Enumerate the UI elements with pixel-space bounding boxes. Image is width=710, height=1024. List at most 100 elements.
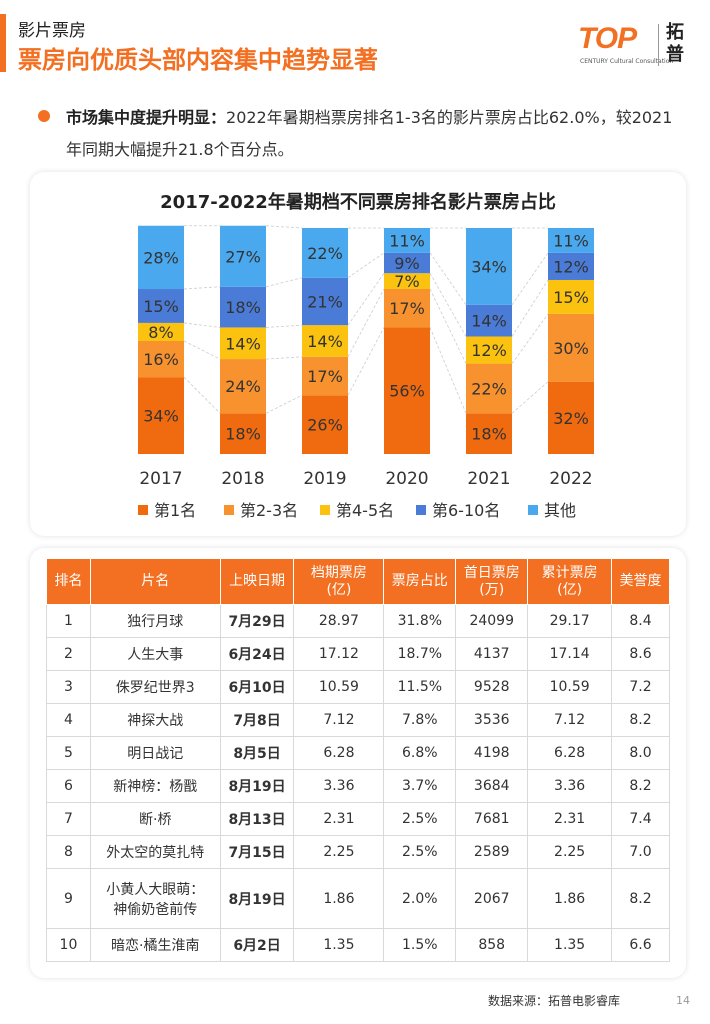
bar-segment [302, 356, 348, 396]
data-label: 27% [225, 247, 261, 266]
legend-swatch [320, 505, 330, 515]
series-connector-line [429, 252, 467, 306]
data-label: 32% [553, 409, 589, 428]
first-day-cell: 858 [455, 928, 529, 962]
header-line: 上映日期 [229, 573, 286, 589]
bar-segment [384, 289, 430, 328]
x-tick-label: 2021 [467, 469, 510, 489]
box-office-table-card: 排名 片名 上映日期 档期票房 (亿) 票房占比 首日票房 (万) 累计票房 (亿) 美誉度 1 独行… [30, 548, 686, 978]
period-box-office-cell: 17.12 [293, 637, 385, 671]
total-box-office-cell: 29.17 [527, 604, 613, 638]
first-day-cell: 4198 [455, 736, 529, 770]
data-label: 7% [394, 272, 419, 291]
bar-segment [466, 413, 512, 454]
x-tick-label: 2018 [221, 469, 264, 489]
film-title-cell: 新神榜：杨戬 [89, 769, 221, 803]
rank-cell: 2 [46, 637, 91, 671]
bar-segment [548, 381, 594, 454]
period-box-office-cell: 7.12 [293, 703, 385, 737]
legend-swatch [224, 505, 234, 515]
rank-cell: 8 [46, 835, 91, 869]
bar-segment [466, 228, 512, 305]
data-label: 18% [225, 298, 261, 317]
film-title-cell: 暗恋·橘生淮南 [89, 928, 221, 962]
page-number: 14 [676, 994, 690, 1007]
film-title-cell: 独行月球 [89, 604, 221, 638]
bar-segment [138, 322, 184, 341]
bullet-body: 2022年暑期档票房排名1-3名的影片票房占比62.0%，较2021年同期大幅提… [66, 108, 673, 159]
legend-label: 第2-3名 [240, 501, 298, 520]
chart-title: 2017-2022年暑期档不同票房排名影片票房占比 [160, 192, 556, 213]
release-date-cell: 8月19日 [219, 769, 295, 803]
total-box-office-cell: 2.25 [527, 835, 613, 869]
share-cell: 3.7% [383, 769, 457, 803]
rank-cell: 9 [46, 868, 91, 929]
first-day-cell: 3536 [455, 703, 529, 737]
film-title-cell: 小黄人大眼萌： 神偷奶爸前传 [89, 868, 221, 929]
logo-mark: TOP [578, 22, 637, 55]
data-label: 22% [307, 244, 343, 263]
table-row: 7 断·桥 8月13日 2.31 2.5% 7681 2.31 7.4 [46, 802, 670, 836]
total-box-office-cell: 1.86 [527, 868, 613, 929]
bar-segment [302, 395, 348, 454]
table-header-cell: 累计票房 (亿) [527, 558, 613, 605]
total-box-office-cell: 6.28 [527, 736, 613, 770]
rating-cell: 8.4 [611, 604, 670, 638]
data-label: 11% [553, 231, 589, 250]
header-line: 美誉度 [619, 573, 662, 589]
release-date-cell: 6月24日 [219, 637, 295, 671]
series-connector-line [265, 277, 303, 288]
table-body: 1 独行月球 7月29日 28.97 31.8% 24099 29.17 8.4 2 人生大事 6月… [46, 604, 670, 962]
data-label: 14% [307, 332, 343, 351]
data-label: 9% [394, 254, 419, 273]
stacked-bar-chart: 34% 16% 8% 15% 28% 2017 18% 24% 14% 18% 27% 2018 26%… [138, 225, 594, 520]
release-date-cell: 6月2日 [219, 928, 295, 962]
data-label: 17% [389, 299, 425, 318]
period-box-office-cell: 28.97 [293, 604, 385, 638]
logo-chinese-name: 拓普 [666, 22, 684, 65]
first-day-cell: 2067 [455, 868, 529, 929]
header-line: 票房占比 [391, 573, 448, 589]
rating-cell: 7.4 [611, 802, 670, 836]
share-cell: 2.5% [383, 802, 457, 836]
bar-segment [384, 252, 430, 274]
bar-segment [548, 252, 594, 280]
rating-cell: 8.6 [611, 637, 670, 671]
data-label: 22% [471, 379, 507, 398]
header-line: 排名 [54, 573, 83, 589]
header-line: (亿) [557, 581, 583, 598]
bar-segment [302, 325, 348, 357]
data-label: 34% [143, 407, 179, 426]
series-connector-line [347, 288, 385, 358]
series-connector-line [347, 327, 385, 396]
series-connector-line [183, 322, 221, 328]
share-cell: 18.7% [383, 637, 457, 671]
x-tick-label: 2020 [385, 469, 428, 489]
series-connector-line [429, 288, 467, 364]
title-accent-bar [0, 14, 6, 72]
data-label: 16% [143, 350, 179, 369]
series-connector-line [347, 272, 385, 326]
share-cell: 2.5% [383, 835, 457, 869]
data-label: 24% [225, 377, 261, 396]
data-label: 8% [148, 323, 173, 342]
first-day-cell: 3684 [455, 769, 529, 803]
release-date-cell: 7月29日 [219, 604, 295, 638]
data-label: 17% [307, 367, 343, 386]
rating-cell: 7.2 [611, 670, 670, 704]
rating-cell: 6.6 [611, 928, 670, 962]
table-row: 6 新神榜：杨戬 8月19日 3.36 3.7% 3684 3.36 8.2 [46, 769, 670, 803]
series-connector-line [511, 252, 549, 306]
series-connector-line [265, 225, 303, 229]
data-label: 12% [471, 341, 507, 360]
table-row: 5 明日战记 8月5日 6.28 6.8% 4198 6.28 8.0 [46, 736, 670, 770]
data-label: 18% [471, 425, 507, 444]
period-box-office-cell: 3.36 [293, 769, 385, 803]
bar-segment [138, 341, 184, 378]
table-header-cell: 首日票房 (万) [455, 558, 529, 605]
table-row: 1 独行月球 7月29日 28.97 31.8% 24099 29.17 8.4 [46, 604, 670, 638]
share-cell: 7.8% [383, 703, 457, 737]
period-box-office-cell: 2.25 [293, 835, 385, 869]
bar-segment [138, 377, 184, 454]
period-box-office-cell: 1.35 [293, 928, 385, 962]
